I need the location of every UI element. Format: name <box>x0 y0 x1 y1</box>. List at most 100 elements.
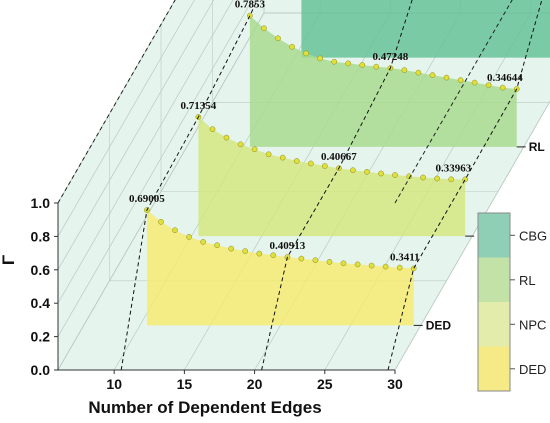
point-rl-6 <box>331 58 338 65</box>
series-areas <box>144 0 550 326</box>
point-npc-17 <box>434 175 440 182</box>
point-ded-12 <box>312 257 319 264</box>
point-rl-9 <box>373 63 380 70</box>
dashed-link-1 <box>261 0 413 371</box>
y-tick-label: 1.0 <box>31 195 51 211</box>
point-ded-15 <box>354 261 361 268</box>
data-label-ded-1: 0.40913 <box>270 240 306 252</box>
point-ded-16 <box>368 262 375 269</box>
point-rl-11 <box>401 67 408 73</box>
series-label-ded: DED <box>426 318 452 332</box>
gridline-x <box>394 100 550 371</box>
point-npc-13 <box>378 170 384 177</box>
point-rl-8 <box>359 62 366 68</box>
x-axis-title: Number of Dependent Edges <box>88 398 321 417</box>
point-npc-1 <box>209 126 216 133</box>
point-ded-3 <box>186 234 192 240</box>
dashed-link-0 <box>120 0 258 371</box>
y-tick-label: 0.4 <box>31 295 51 311</box>
point-npc-7 <box>293 158 300 164</box>
point-ded-5 <box>214 242 220 249</box>
point-rl-4 <box>303 50 309 57</box>
y-tick-label: 0.8 <box>31 228 51 244</box>
point-npc-8 <box>307 160 314 167</box>
point-rl-17 <box>485 82 492 88</box>
series-label-rl: RL <box>529 140 545 154</box>
point-ded-14 <box>340 260 347 267</box>
x-tick-label: 25 <box>317 376 333 392</box>
legend-swatch-cbg <box>478 213 510 258</box>
point-ded-4 <box>200 239 206 245</box>
point-ded-1 <box>158 218 164 225</box>
frame-dashed-1 <box>394 0 513 204</box>
point-npc-3 <box>237 141 244 148</box>
point-ded-2 <box>172 227 178 234</box>
point-ded-18 <box>396 264 403 271</box>
data-label-rl-0: 0.7853 <box>235 0 266 11</box>
point-ded-13 <box>326 259 333 265</box>
axes: Number of Dependent Edges Γ 10 15 20 25 30 0.… <box>0 195 403 417</box>
point-npc-11 <box>350 167 356 174</box>
x-tick-label: 15 <box>177 376 193 392</box>
point-rl-1 <box>261 25 267 32</box>
data-label-rl-2: 0.34644 <box>487 72 523 84</box>
gridline-y <box>57 0 176 204</box>
point-rl-5 <box>317 55 323 62</box>
data-label-ded-2: 0.3411 <box>390 251 420 263</box>
legend-swatch-ded <box>478 346 510 391</box>
point-rl-2 <box>275 35 281 42</box>
legend-label-cbg: CBG <box>519 228 547 243</box>
point-npc-18 <box>448 176 455 183</box>
point-rl-12 <box>415 69 422 76</box>
y-tick-label: 0.0 <box>31 362 51 378</box>
point-rl-14 <box>443 74 450 81</box>
data-label-ded-0: 0.69005 <box>129 193 165 205</box>
point-npc-5 <box>265 151 272 158</box>
point-ded-8 <box>256 250 263 257</box>
gridline-y <box>57 0 215 270</box>
data-labels: CBG0.904670.904670.90467RL0.78530.472480… <box>129 0 545 332</box>
point-ded-7 <box>242 248 249 254</box>
gridline-y <box>57 0 253 337</box>
area-npc <box>198 117 466 237</box>
point-npc-16 <box>420 174 426 181</box>
legend-label-ded: DED <box>519 362 546 377</box>
legend: CBG RL NPC DED <box>477 212 547 392</box>
point-ded-6 <box>228 245 235 252</box>
legend-swatch-npc <box>478 302 510 347</box>
y-tick-label: 0.6 <box>31 262 51 278</box>
data-label-npc-1: 0.40667 <box>321 151 357 163</box>
point-npc-15 <box>406 173 412 180</box>
y-axis-title: Γ <box>0 255 18 265</box>
point-ded-9 <box>270 252 277 259</box>
area-ded <box>146 210 414 326</box>
point-rl-16 <box>471 79 478 86</box>
x-tick-label: 10 <box>106 376 122 392</box>
dashed-link-2 <box>387 0 543 371</box>
data-label-npc-2: 0.33963 <box>435 162 471 174</box>
point-rl-3 <box>289 43 295 50</box>
point-rl-13 <box>429 72 436 78</box>
gridline-y <box>57 0 234 304</box>
point-rl-7 <box>345 60 352 67</box>
point-npc-12 <box>364 168 370 175</box>
x-tick-label: 30 <box>387 376 403 392</box>
data-label-rl-1: 0.47248 <box>373 51 409 63</box>
point-npc-9 <box>321 163 328 169</box>
area-cbg <box>301 0 550 58</box>
legend-swatch-rl <box>478 257 510 302</box>
dashed-links <box>57 0 543 371</box>
point-npc-2 <box>223 134 230 141</box>
legend-label-npc: NPC <box>519 317 546 332</box>
point-npc-4 <box>251 146 258 153</box>
point-npc-6 <box>279 154 286 161</box>
point-npc-19 <box>462 176 469 183</box>
point-npc-14 <box>392 172 398 178</box>
x-tick-label: 20 <box>247 376 263 392</box>
y-tick-label: 0.2 <box>31 329 51 345</box>
point-rl-15 <box>457 77 464 83</box>
point-rl-18 <box>499 84 506 91</box>
legend-label-rl: RL <box>519 273 536 288</box>
legend-frame <box>477 212 511 392</box>
